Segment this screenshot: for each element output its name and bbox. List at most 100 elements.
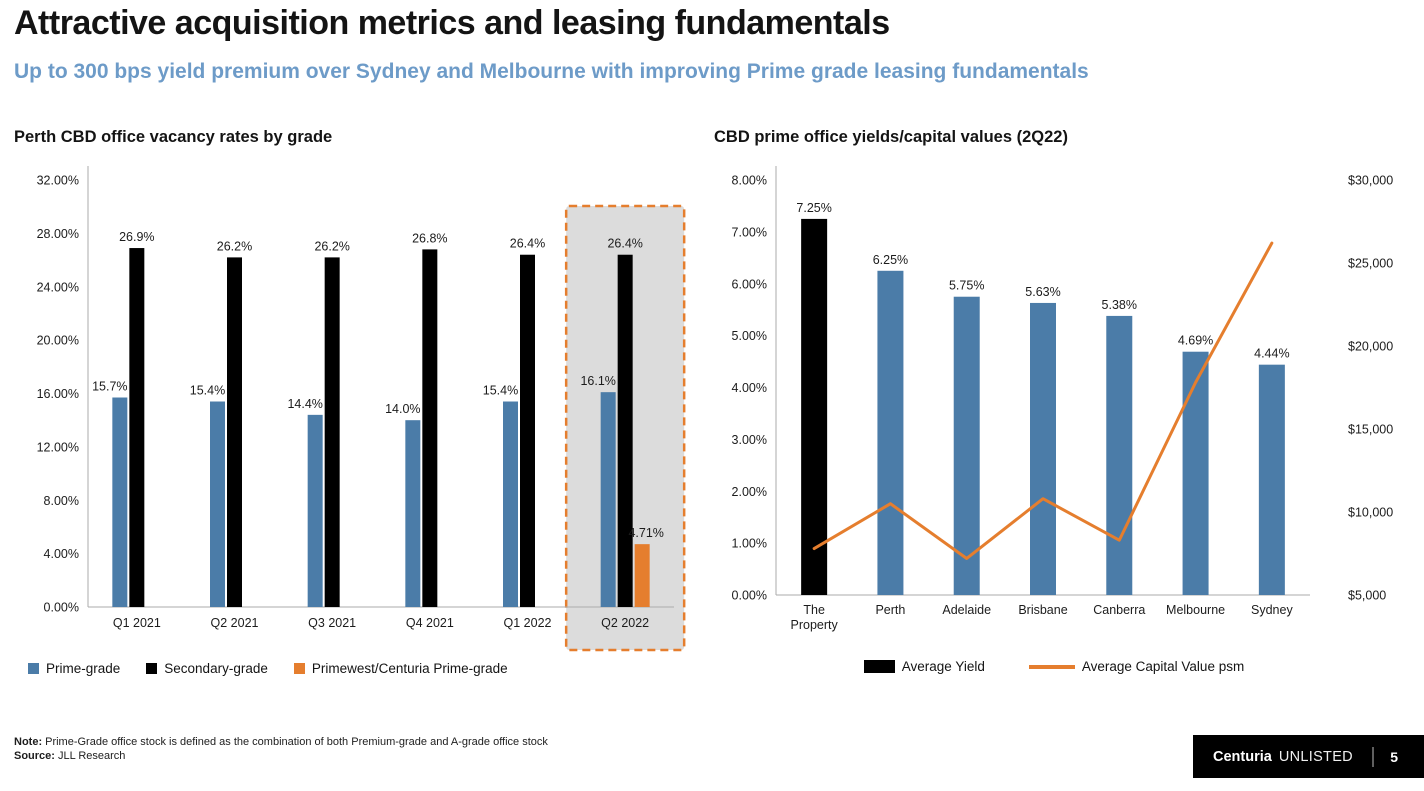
bar-value-label: 4.69%: [1178, 334, 1213, 348]
y-right-tick-label: $20,000: [1348, 340, 1393, 354]
bar-value-label: 15.4%: [483, 384, 518, 398]
x-tick-label: Q3 2021: [308, 616, 356, 630]
bar-value-label: 26.4%: [510, 237, 545, 251]
bar-melbourne: [1182, 351, 1209, 595]
x-tick-label: Q4 2021: [406, 616, 454, 630]
bar-value-label: 26.8%: [412, 231, 447, 245]
x-tick-label: Melbourne: [1166, 603, 1225, 617]
bar-value-label: 6.25%: [873, 253, 908, 267]
bar-secondary-grade: [324, 257, 340, 607]
bar-secondary-grade: [617, 254, 633, 607]
legend-item-average-capital-value: Average Capital Value psm: [1028, 659, 1245, 674]
primewest-swatch-icon: [293, 663, 305, 674]
bar-prime-grade: [112, 397, 128, 607]
x-tick-label: The: [803, 603, 825, 617]
y-left-tick-label: 8.00%: [732, 174, 767, 188]
y-left-tick-label: 1.00%: [732, 537, 767, 551]
vacancy-chart: Perth CBD office vacancy rates by grade …: [14, 128, 706, 718]
x-tick-label: Q2 2021: [211, 616, 259, 630]
legend-label: Secondary-grade: [164, 661, 268, 676]
bar-sydney: [1258, 364, 1285, 595]
bar-prime-grade: [307, 414, 323, 607]
slide-subtitle: Up to 300 bps yield premium over Sydney …: [14, 60, 1089, 83]
prime-grade-swatch-icon: [28, 663, 39, 674]
source-line: Source: JLL Research: [14, 749, 548, 763]
capital-value-line-icon: [1028, 664, 1075, 669]
x-tick-label: Sydney: [1251, 603, 1293, 617]
y-left-tick-label: 5.00%: [732, 329, 767, 343]
legend-item-secondary-grade: Secondary-grade: [146, 661, 268, 676]
yield-chart-title: CBD prime office yields/capital values (…: [714, 128, 1068, 146]
legend-item-primewest-centuria: Primewest/Centuria Prime-grade: [293, 661, 508, 676]
bar-value-label: 26.2%: [314, 239, 349, 253]
x-tick-label: Q1 2021: [113, 616, 161, 630]
yield-legend: Average Yield Average Capital Value psm: [744, 659, 1364, 674]
legend-label: Average Yield: [901, 659, 985, 674]
y-right-tick-label: $5,000: [1348, 589, 1386, 603]
bar-adelaide: [953, 296, 980, 595]
x-tick-label: Canberra: [1093, 603, 1145, 617]
y-left-tick-label: 4.00%: [732, 381, 767, 395]
bar-value-label: 15.4%: [190, 384, 225, 398]
page-number: 5: [1390, 748, 1398, 765]
bar-the-property: [801, 218, 828, 595]
y-tick-label: 20.00%: [37, 334, 79, 348]
bar-primewest-centuria-prime-grade: [634, 544, 650, 607]
y-tick-label: 32.00%: [37, 174, 79, 188]
y-tick-label: 0.00%: [44, 601, 79, 615]
y-left-tick-label: 0.00%: [732, 589, 767, 603]
bar-prime-grade: [210, 401, 225, 607]
bar-value-label: 26.9%: [119, 230, 154, 244]
bar-prime-grade: [405, 420, 421, 607]
y-tick-label: 8.00%: [44, 494, 79, 508]
y-right-tick-label: $25,000: [1348, 257, 1393, 271]
y-left-tick-label: 7.00%: [732, 225, 767, 239]
y-right-tick-label: $15,000: [1348, 423, 1393, 437]
y-right-tick-label: $10,000: [1348, 506, 1393, 520]
footnote: Note: Prime-Grade office stock is defined…: [14, 735, 548, 763]
note-label: Note:: [14, 736, 43, 748]
bar-secondary-grade: [520, 254, 535, 607]
x-tick-label: Property: [791, 618, 839, 632]
legend-item-average-yield: Average Yield: [863, 659, 985, 674]
y-tick-label: 16.00%: [37, 387, 79, 401]
brand-divider: [1372, 746, 1375, 767]
note-line: Note: Prime-Grade office stock is defined…: [14, 735, 548, 749]
bar-value-label: 5.75%: [949, 279, 984, 293]
brand-suffix-text: UNLISTED: [1278, 748, 1353, 765]
bar-value-label: 14.4%: [287, 397, 322, 411]
bar-perth: [877, 270, 904, 595]
bar-value-label: 26.2%: [217, 239, 252, 253]
bar-prime-grade: [503, 401, 518, 607]
x-tick-label: Adelaide: [942, 603, 991, 617]
bar-secondary-grade: [227, 257, 242, 607]
bar-secondary-grade: [129, 248, 145, 607]
bar-value-label: 4.71%: [628, 526, 663, 540]
y-left-tick-label: 3.00%: [732, 433, 767, 447]
y-tick-label: 4.00%: [44, 547, 79, 561]
bar-value-label: 16.1%: [580, 374, 615, 388]
secondary-grade-swatch-icon: [146, 663, 158, 674]
source-label: Source:: [14, 750, 55, 762]
note-text: Prime-Grade office stock is defined as t…: [45, 736, 548, 748]
bar-canberra: [1106, 315, 1133, 595]
centuria-logo-text: Centuria: [1213, 748, 1272, 765]
vacancy-chart-canvas: 0.00% 4.00% 8.00% 12.00% 16.00% 20.00% 24.00% 2…: [37, 166, 686, 652]
y-left-tick-label: 6.00%: [732, 277, 767, 291]
bar-brisbane: [1030, 302, 1056, 595]
bar-value-label: 5.38%: [1102, 298, 1137, 312]
legend-item-prime-grade: Prime-grade: [28, 661, 120, 676]
bar-value-label: 7.25%: [796, 201, 831, 215]
bar-value-label: 14.0%: [385, 402, 420, 416]
legend-label: Average Capital Value psm: [1081, 659, 1245, 674]
average-yield-swatch-icon: [863, 660, 895, 673]
x-tick-label: Q2 2022: [601, 616, 649, 630]
vacancy-chart-title: Perth CBD office vacancy rates by grade: [14, 128, 333, 146]
bar-value-label: 5.63%: [1025, 285, 1060, 299]
capital-value-line: [812, 241, 1274, 560]
y-tick-label: 12.00%: [37, 440, 79, 454]
slide-title: Attractive acquisition metrics and leasi…: [14, 4, 890, 42]
x-tick-label: Brisbane: [1018, 603, 1067, 617]
vacancy-legend: Prime-grade Secondary-grade Primewest/Ce…: [28, 661, 508, 676]
bar-value-label: 4.44%: [1254, 347, 1289, 361]
